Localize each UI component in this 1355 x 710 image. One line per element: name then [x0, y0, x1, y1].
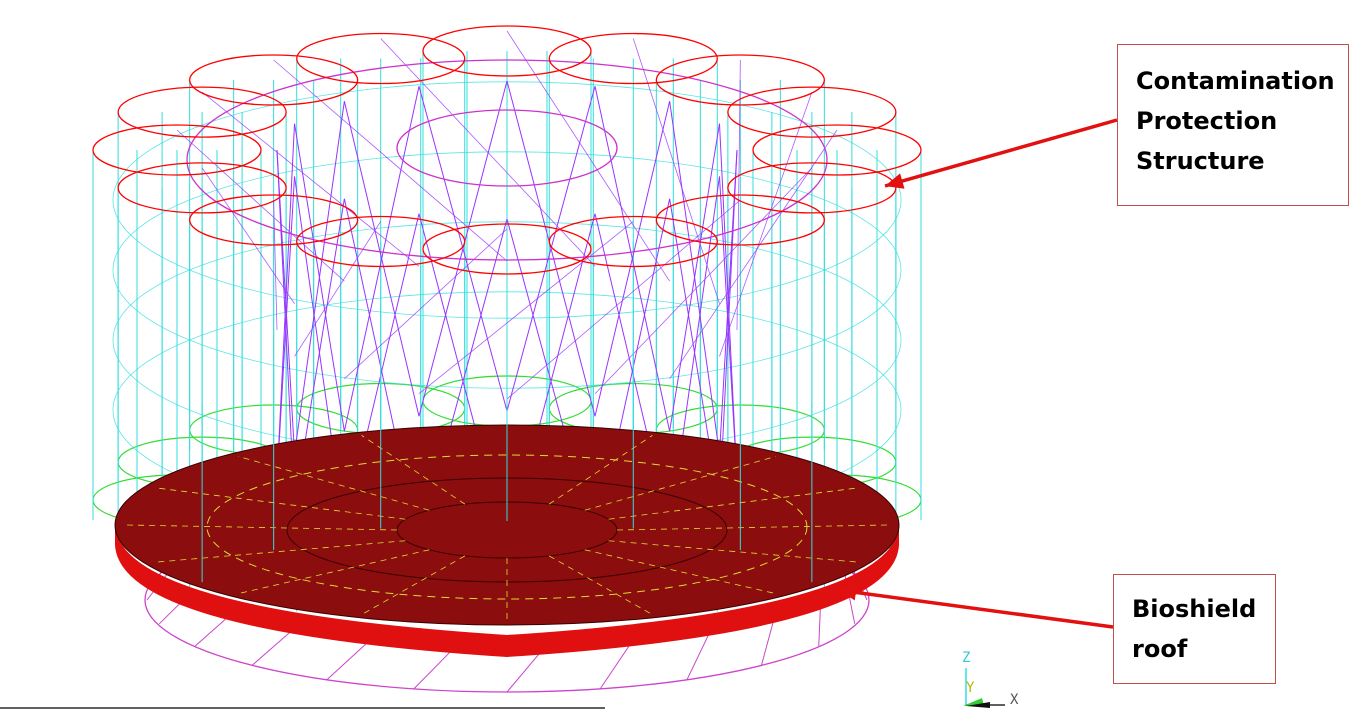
cps-ring — [189, 54, 359, 106]
callout-arrows — [837, 118, 1118, 629]
brace-line — [273, 199, 278, 331]
brace-line — [506, 86, 596, 412]
roof-dash-spoke — [608, 540, 859, 563]
cps-ring — [92, 124, 262, 176]
roof-dash-ring — [206, 454, 808, 600]
inner-ring — [396, 109, 618, 187]
cps-ring — [655, 54, 825, 106]
axis-z-label: Z — [962, 650, 971, 666]
arrow-head — [885, 173, 905, 189]
roof-dash-spoke — [126, 524, 398, 531]
brace-line — [294, 221, 382, 357]
cps-ring — [548, 32, 718, 85]
brace-line — [380, 38, 596, 267]
brace-line — [276, 123, 296, 481]
brace-line — [273, 59, 508, 262]
brace-line — [201, 91, 420, 267]
roof-dash-spoke — [155, 540, 406, 563]
brace-line — [506, 199, 741, 400]
cps-ring — [422, 25, 592, 77]
arrow-line — [884, 118, 1118, 188]
roof-dash-spoke — [616, 524, 888, 531]
brace-line — [418, 221, 634, 395]
cps-ring — [189, 194, 359, 246]
contamination-protection-callout: Contamination Protection Structure — [1117, 44, 1349, 206]
axis-y-label: Y — [966, 680, 975, 696]
contamination-protection-rings — [92, 25, 922, 275]
roof-rim — [115, 525, 899, 657]
arrow-head — [838, 584, 857, 601]
brace-line — [669, 129, 838, 380]
arrow-line — [837, 588, 1114, 629]
brace-line — [506, 30, 670, 282]
callout-text-line: Structure — [1136, 147, 1265, 175]
cps-ring — [117, 86, 287, 138]
brace-line — [632, 38, 720, 304]
cps-ring — [655, 194, 825, 246]
cps-ring — [296, 215, 466, 268]
cps-ring — [727, 162, 897, 214]
callout-text-line: roof — [1132, 635, 1188, 663]
callout-text-line: Protection — [1136, 107, 1278, 135]
roof-dash-spoke — [548, 435, 653, 505]
roof-dash-spoke — [584, 456, 776, 511]
cps-ring — [752, 124, 922, 176]
callout-text-line: Contamination — [1136, 67, 1335, 95]
bioshield-roof-callout: Bioshield roof — [1113, 574, 1276, 684]
cps-ring — [422, 223, 592, 275]
brace-line — [718, 176, 738, 481]
brace-line — [594, 167, 813, 395]
axis-x-label: X — [1010, 692, 1019, 708]
roof-dash-spoke — [155, 487, 406, 520]
cps-ring — [548, 215, 718, 268]
brace-line — [343, 86, 420, 432]
brace-line — [594, 101, 671, 417]
coordinate-triad — [963, 668, 1005, 708]
roof-dash-spoke — [361, 555, 466, 615]
brace-line — [344, 228, 508, 380]
roof-dash-spoke — [608, 487, 859, 520]
brace-line — [294, 101, 345, 454]
bioshield-roof-disc — [114, 341, 900, 657]
brace-line — [201, 167, 295, 304]
inner-ring — [186, 59, 828, 261]
callout-text-line: Bioshield — [1132, 595, 1257, 623]
roof-dash-spoke — [548, 555, 653, 615]
brace-line — [418, 80, 508, 417]
cps-ring — [296, 32, 466, 85]
roof-dash-spoke — [361, 435, 466, 505]
cps-ring — [727, 86, 897, 138]
roof-dash-spoke — [238, 456, 430, 511]
cps-ring — [117, 162, 287, 214]
brace-line — [669, 123, 720, 432]
